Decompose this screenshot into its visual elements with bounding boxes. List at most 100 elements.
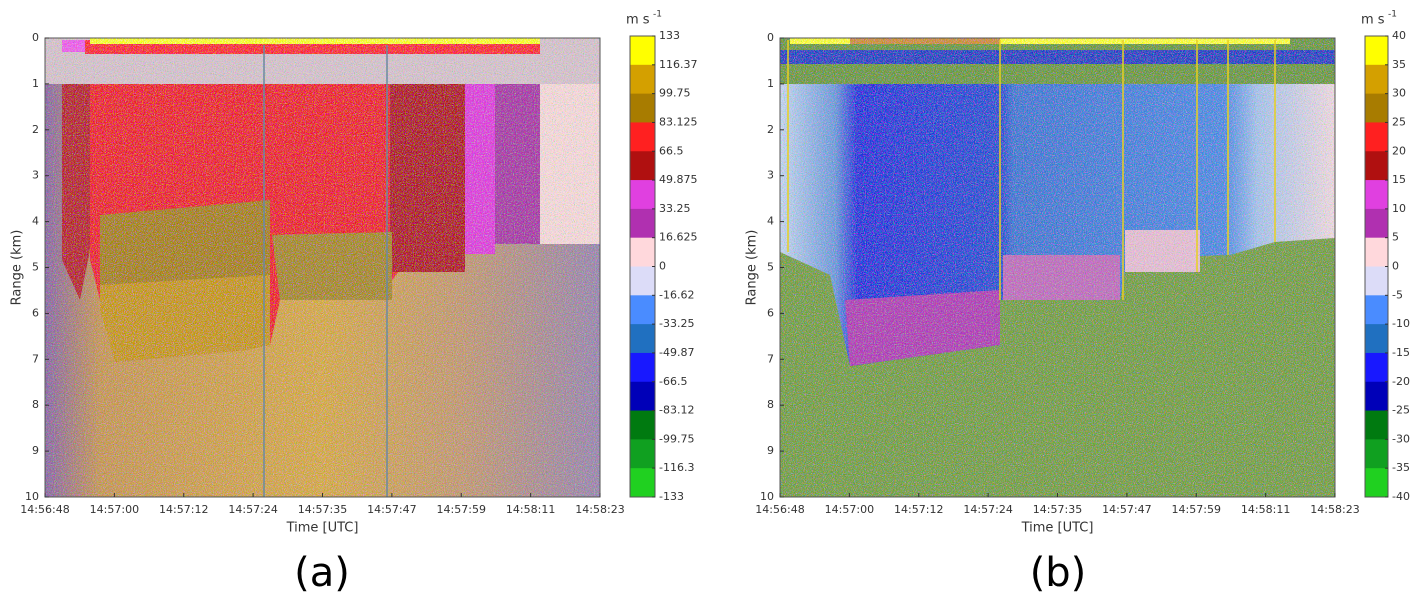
colorbar-band <box>630 439 655 469</box>
colorbar-tick-label: 5 <box>1392 231 1399 244</box>
colorbar-band <box>630 237 655 267</box>
colorbar-tick-label: 16.625 <box>659 231 698 244</box>
colorbar-band <box>1365 208 1388 239</box>
colorbar-band <box>630 295 655 325</box>
colorbar-band <box>630 352 655 383</box>
x-tick-label: 14:58:11 <box>1241 503 1290 516</box>
scan-lines-b <box>787 40 1276 300</box>
colorbar-tick-label: -49.87 <box>659 346 694 359</box>
colorbar-tick-label: 35 <box>1392 58 1406 71</box>
y-tick-label: 4 <box>767 215 774 228</box>
colorbar-tick-label: 0 <box>659 260 666 273</box>
y-tick-label: 4 <box>32 215 39 228</box>
colorbar-tick-label: 66.5 <box>659 144 684 157</box>
colorbar-tick-label: 15 <box>1392 173 1406 186</box>
colorbar-band <box>630 381 655 412</box>
y-tick-label: 0 <box>767 31 774 44</box>
colorbar-band <box>1365 93 1388 123</box>
colorbar-band <box>1365 64 1388 95</box>
x-tick-label: 14:57:35 <box>1033 503 1082 516</box>
colorbar-tick-label: -83.12 <box>659 404 694 417</box>
colorbar-band <box>630 180 655 210</box>
y-tick-label: 8 <box>767 398 774 411</box>
x-tick-label: 14:57:47 <box>367 503 416 516</box>
colorbar-band <box>630 122 655 152</box>
y-tick-label: 7 <box>32 352 39 365</box>
colorbar-band <box>1365 180 1388 210</box>
panel-label: (a) <box>294 550 350 596</box>
colorbar-tick-label: 30 <box>1392 87 1406 100</box>
x-tick-label: 14:56:48 <box>20 503 69 516</box>
colorbar-unit: m s <box>1361 13 1385 28</box>
y-axis-label: Range (km) <box>745 230 760 306</box>
colorbar-tick-label: 40 <box>1392 29 1406 42</box>
y-axis-label: Range (km) <box>10 230 25 306</box>
x-tick-label: 14:58:23 <box>1310 503 1359 516</box>
y-tick-label: 10 <box>760 490 774 503</box>
colorbar-tick-label: -16.62 <box>659 288 694 301</box>
colorbar-tick-label: -35 <box>1392 461 1410 474</box>
field-a <box>45 38 600 497</box>
colorbar-tick-label: -40 <box>1392 490 1410 503</box>
colorbar-tick-label: 83.125 <box>659 115 698 128</box>
colorbar-band <box>1365 352 1388 383</box>
colorbar-band <box>1365 295 1388 325</box>
colorbar-tick-label: 116.37 <box>659 58 698 71</box>
colorbar-tick-label: 99.75 <box>659 87 691 100</box>
x-tick-label: 14:56:48 <box>755 503 804 516</box>
colorbar-band <box>1365 381 1388 412</box>
y-tick-label: 9 <box>767 444 774 457</box>
x-tick-label: 14:57:12 <box>159 503 208 516</box>
x-tick-label: 14:58:23 <box>575 503 624 516</box>
colorbar-tick-label: -99.75 <box>659 432 694 445</box>
x-tick-label: 14:57:35 <box>298 503 347 516</box>
y-tick-label: 3 <box>767 169 774 182</box>
colorbar-tick-label: -5 <box>1392 288 1403 301</box>
colorbar-tick-label: -33.25 <box>659 317 694 330</box>
colorbar-band <box>1365 410 1388 440</box>
x-tick-label: 14:57:24 <box>228 503 277 516</box>
colorbar-band <box>1365 266 1388 296</box>
y-tick-label: 7 <box>767 352 774 365</box>
colorbar-band <box>1365 468 1388 498</box>
colorbar-tick-label: -20 <box>1392 375 1410 388</box>
y-tick-label: 3 <box>32 169 39 182</box>
x-tick-label: 14:57:00 <box>825 503 874 516</box>
colorbar-band <box>1365 324 1388 354</box>
y-tick-label: 0 <box>32 31 39 44</box>
colorbar-unit-exponent: -1 <box>1388 10 1397 20</box>
x-tick-label: 14:57:12 <box>894 503 943 516</box>
colorbar-band <box>630 151 655 181</box>
colorbar-band <box>1365 122 1388 152</box>
colorbar-band <box>630 266 655 296</box>
colorbar-tick-label: 10 <box>1392 202 1406 215</box>
x-axis-label: Time [UTC] <box>286 521 359 536</box>
panel-label: (b) <box>1030 550 1087 596</box>
colorbar-band <box>1365 439 1388 469</box>
y-tick-label: 10 <box>25 490 39 503</box>
y-tick-label: 8 <box>32 398 39 411</box>
x-tick-label: 14:57:00 <box>90 503 139 516</box>
y-tick-label: 6 <box>767 306 774 319</box>
colorbar-tick-label: 133 <box>659 29 680 42</box>
colorbar-unit-exponent: -1 <box>653 10 662 20</box>
y-tick-label: 5 <box>767 261 774 274</box>
colorbar-band <box>630 36 655 66</box>
y-tick-label: 2 <box>32 123 39 136</box>
colorbar-tick-label: -116.3 <box>659 461 694 474</box>
x-tick-label: 14:57:24 <box>963 503 1012 516</box>
colorbar-tick-label: -15 <box>1392 346 1410 359</box>
x-tick-label: 14:58:11 <box>506 503 555 516</box>
colorbar-band <box>1365 237 1388 267</box>
colorbar-band <box>630 468 655 498</box>
colorbar-tick-label: 33.25 <box>659 202 691 215</box>
y-tick-label: 2 <box>767 123 774 136</box>
colorbar-tick-label: -25 <box>1392 404 1410 417</box>
colorbar-unit: m s <box>626 13 650 28</box>
colorbar-band <box>630 64 655 95</box>
y-tick-label: 1 <box>767 77 774 90</box>
field-b <box>780 38 1335 497</box>
colorbar-band <box>630 324 655 354</box>
colorbar-tick-label: -30 <box>1392 432 1410 445</box>
